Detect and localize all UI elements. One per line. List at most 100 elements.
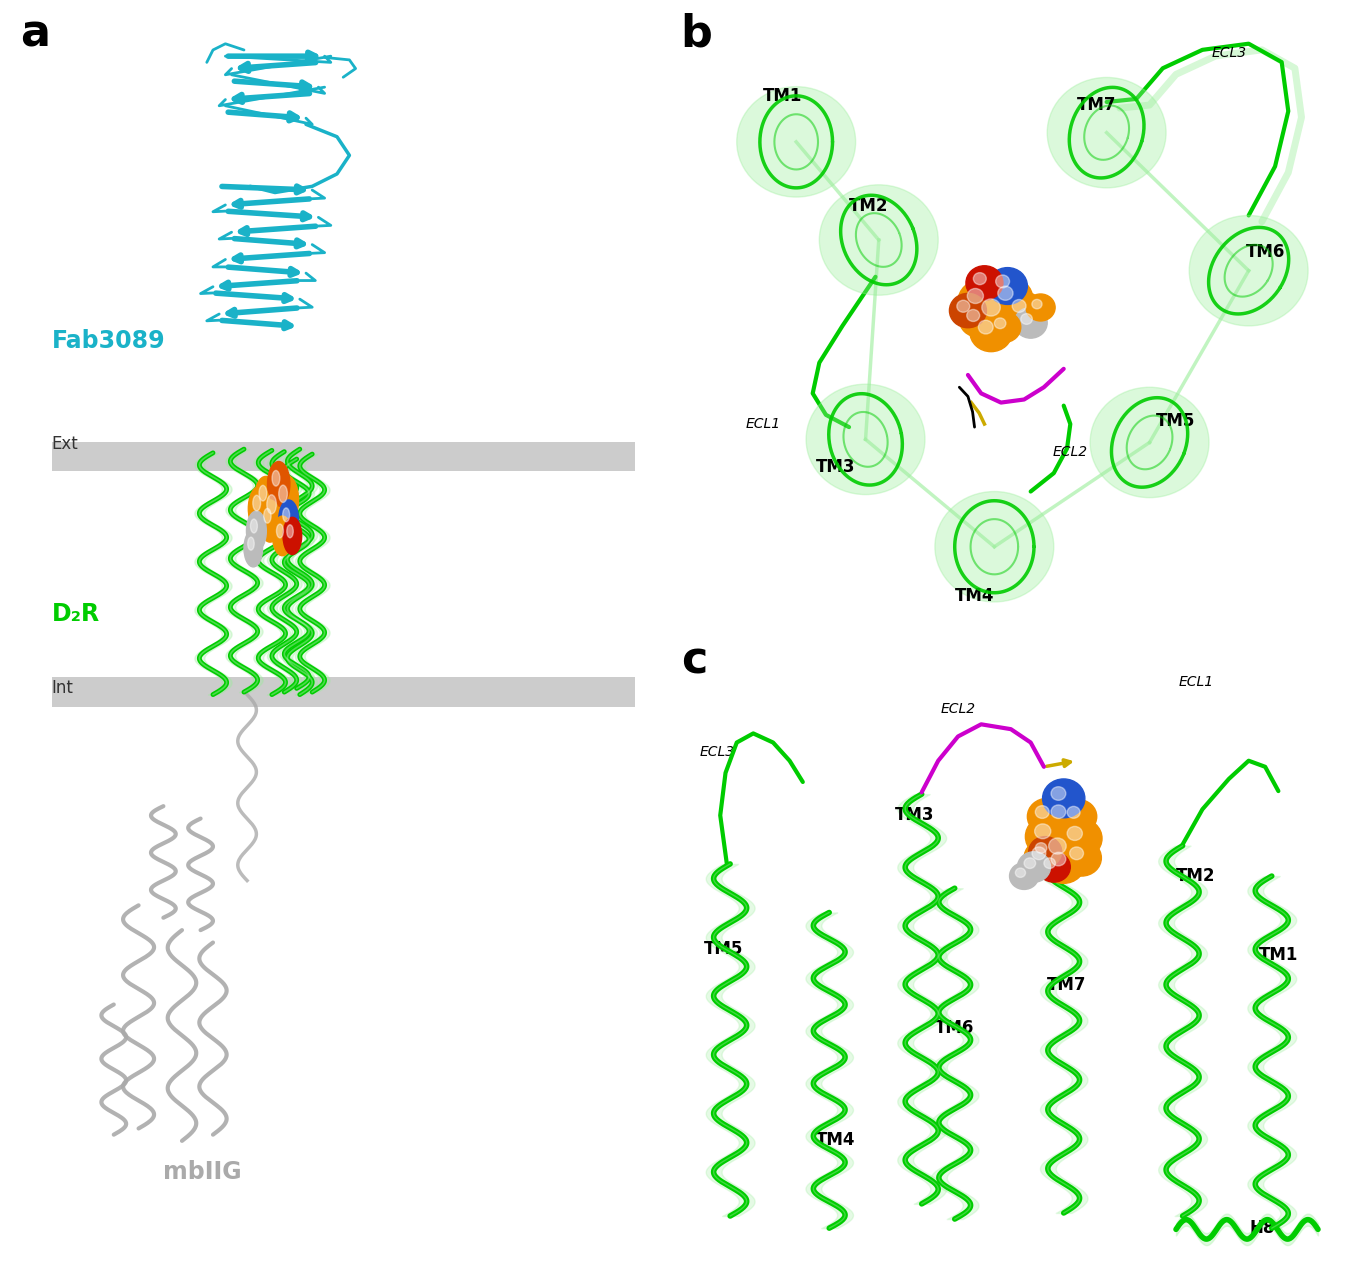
Text: Ext: Ext (51, 436, 78, 454)
Circle shape (283, 507, 290, 521)
Text: TM4: TM4 (954, 587, 995, 604)
Text: TM7: TM7 (1077, 96, 1116, 114)
Text: TM1: TM1 (1259, 946, 1298, 964)
Circle shape (1024, 840, 1064, 877)
Circle shape (967, 309, 980, 322)
Circle shape (1031, 299, 1042, 309)
Circle shape (259, 486, 267, 501)
Circle shape (1014, 308, 1047, 339)
Circle shape (1033, 847, 1046, 860)
Text: TM2: TM2 (849, 197, 888, 215)
Text: Int: Int (51, 680, 74, 698)
Circle shape (988, 312, 1020, 343)
Text: TM5: TM5 (1157, 412, 1196, 429)
Text: Fab3089: Fab3089 (51, 330, 166, 353)
Text: ECL1: ECL1 (1178, 675, 1213, 689)
Circle shape (247, 511, 267, 551)
Circle shape (960, 303, 996, 337)
Text: ECL2: ECL2 (941, 702, 976, 716)
Circle shape (989, 279, 1033, 318)
Circle shape (287, 525, 294, 538)
Text: mbIIG: mbIIG (163, 1160, 243, 1183)
Circle shape (988, 267, 1027, 304)
Circle shape (1012, 299, 1026, 312)
Text: TM2: TM2 (1175, 866, 1216, 886)
Circle shape (1068, 827, 1082, 841)
FancyBboxPatch shape (51, 442, 635, 472)
Circle shape (1051, 805, 1066, 818)
Circle shape (267, 495, 276, 514)
Circle shape (283, 518, 302, 555)
Circle shape (259, 500, 280, 542)
Circle shape (1026, 815, 1072, 858)
Circle shape (979, 321, 993, 334)
FancyBboxPatch shape (51, 677, 635, 707)
Circle shape (936, 492, 1054, 602)
Circle shape (251, 519, 257, 533)
Circle shape (272, 516, 293, 556)
Circle shape (971, 312, 1012, 351)
Circle shape (267, 461, 290, 506)
Circle shape (1091, 387, 1209, 497)
Circle shape (1026, 294, 1055, 321)
Circle shape (1038, 828, 1089, 875)
Circle shape (1070, 847, 1084, 860)
Text: H8: H8 (1250, 1219, 1275, 1237)
Circle shape (806, 385, 925, 495)
Circle shape (1189, 216, 1308, 326)
Circle shape (1062, 840, 1101, 877)
Text: TM3: TM3 (816, 458, 856, 475)
Circle shape (248, 487, 271, 530)
Circle shape (967, 266, 1003, 300)
Circle shape (996, 275, 1010, 288)
Text: a: a (20, 13, 50, 56)
Circle shape (274, 475, 298, 525)
Circle shape (1035, 824, 1051, 838)
Text: ECL2: ECL2 (1053, 445, 1088, 459)
Circle shape (1051, 787, 1066, 800)
Circle shape (1049, 838, 1066, 854)
Circle shape (1042, 780, 1085, 818)
Circle shape (1068, 806, 1080, 818)
Circle shape (973, 272, 987, 285)
Circle shape (968, 289, 984, 303)
Circle shape (1024, 858, 1035, 869)
Circle shape (995, 318, 1006, 328)
Circle shape (1010, 863, 1038, 889)
Circle shape (1060, 800, 1097, 833)
Circle shape (971, 289, 1024, 339)
Circle shape (272, 470, 280, 486)
Circle shape (1035, 842, 1047, 854)
Text: TM6: TM6 (936, 1019, 975, 1036)
Circle shape (253, 496, 260, 511)
Text: ECL3: ECL3 (700, 745, 735, 759)
Text: TM6: TM6 (1246, 243, 1285, 261)
Text: c: c (681, 639, 708, 682)
Circle shape (279, 500, 298, 539)
Circle shape (1027, 799, 1068, 835)
Circle shape (1051, 852, 1066, 866)
Circle shape (1042, 845, 1085, 883)
Circle shape (264, 509, 271, 523)
Circle shape (248, 537, 255, 550)
Circle shape (957, 300, 969, 312)
Circle shape (255, 477, 276, 521)
Circle shape (244, 529, 263, 567)
Text: ECL3: ECL3 (1212, 46, 1247, 60)
Circle shape (1004, 293, 1043, 328)
Circle shape (1043, 858, 1055, 869)
Circle shape (1035, 805, 1049, 818)
Circle shape (1029, 837, 1062, 866)
Text: TM1: TM1 (763, 87, 802, 105)
Text: ECL1: ECL1 (745, 417, 780, 431)
Text: D₂R: D₂R (51, 602, 100, 626)
Circle shape (1047, 78, 1166, 188)
Circle shape (1020, 313, 1033, 325)
Circle shape (949, 294, 987, 327)
Circle shape (998, 286, 1014, 300)
Circle shape (1042, 797, 1085, 836)
Text: TM4: TM4 (816, 1131, 856, 1149)
Text: TM5: TM5 (704, 939, 743, 958)
Circle shape (820, 185, 938, 295)
Circle shape (279, 486, 287, 502)
